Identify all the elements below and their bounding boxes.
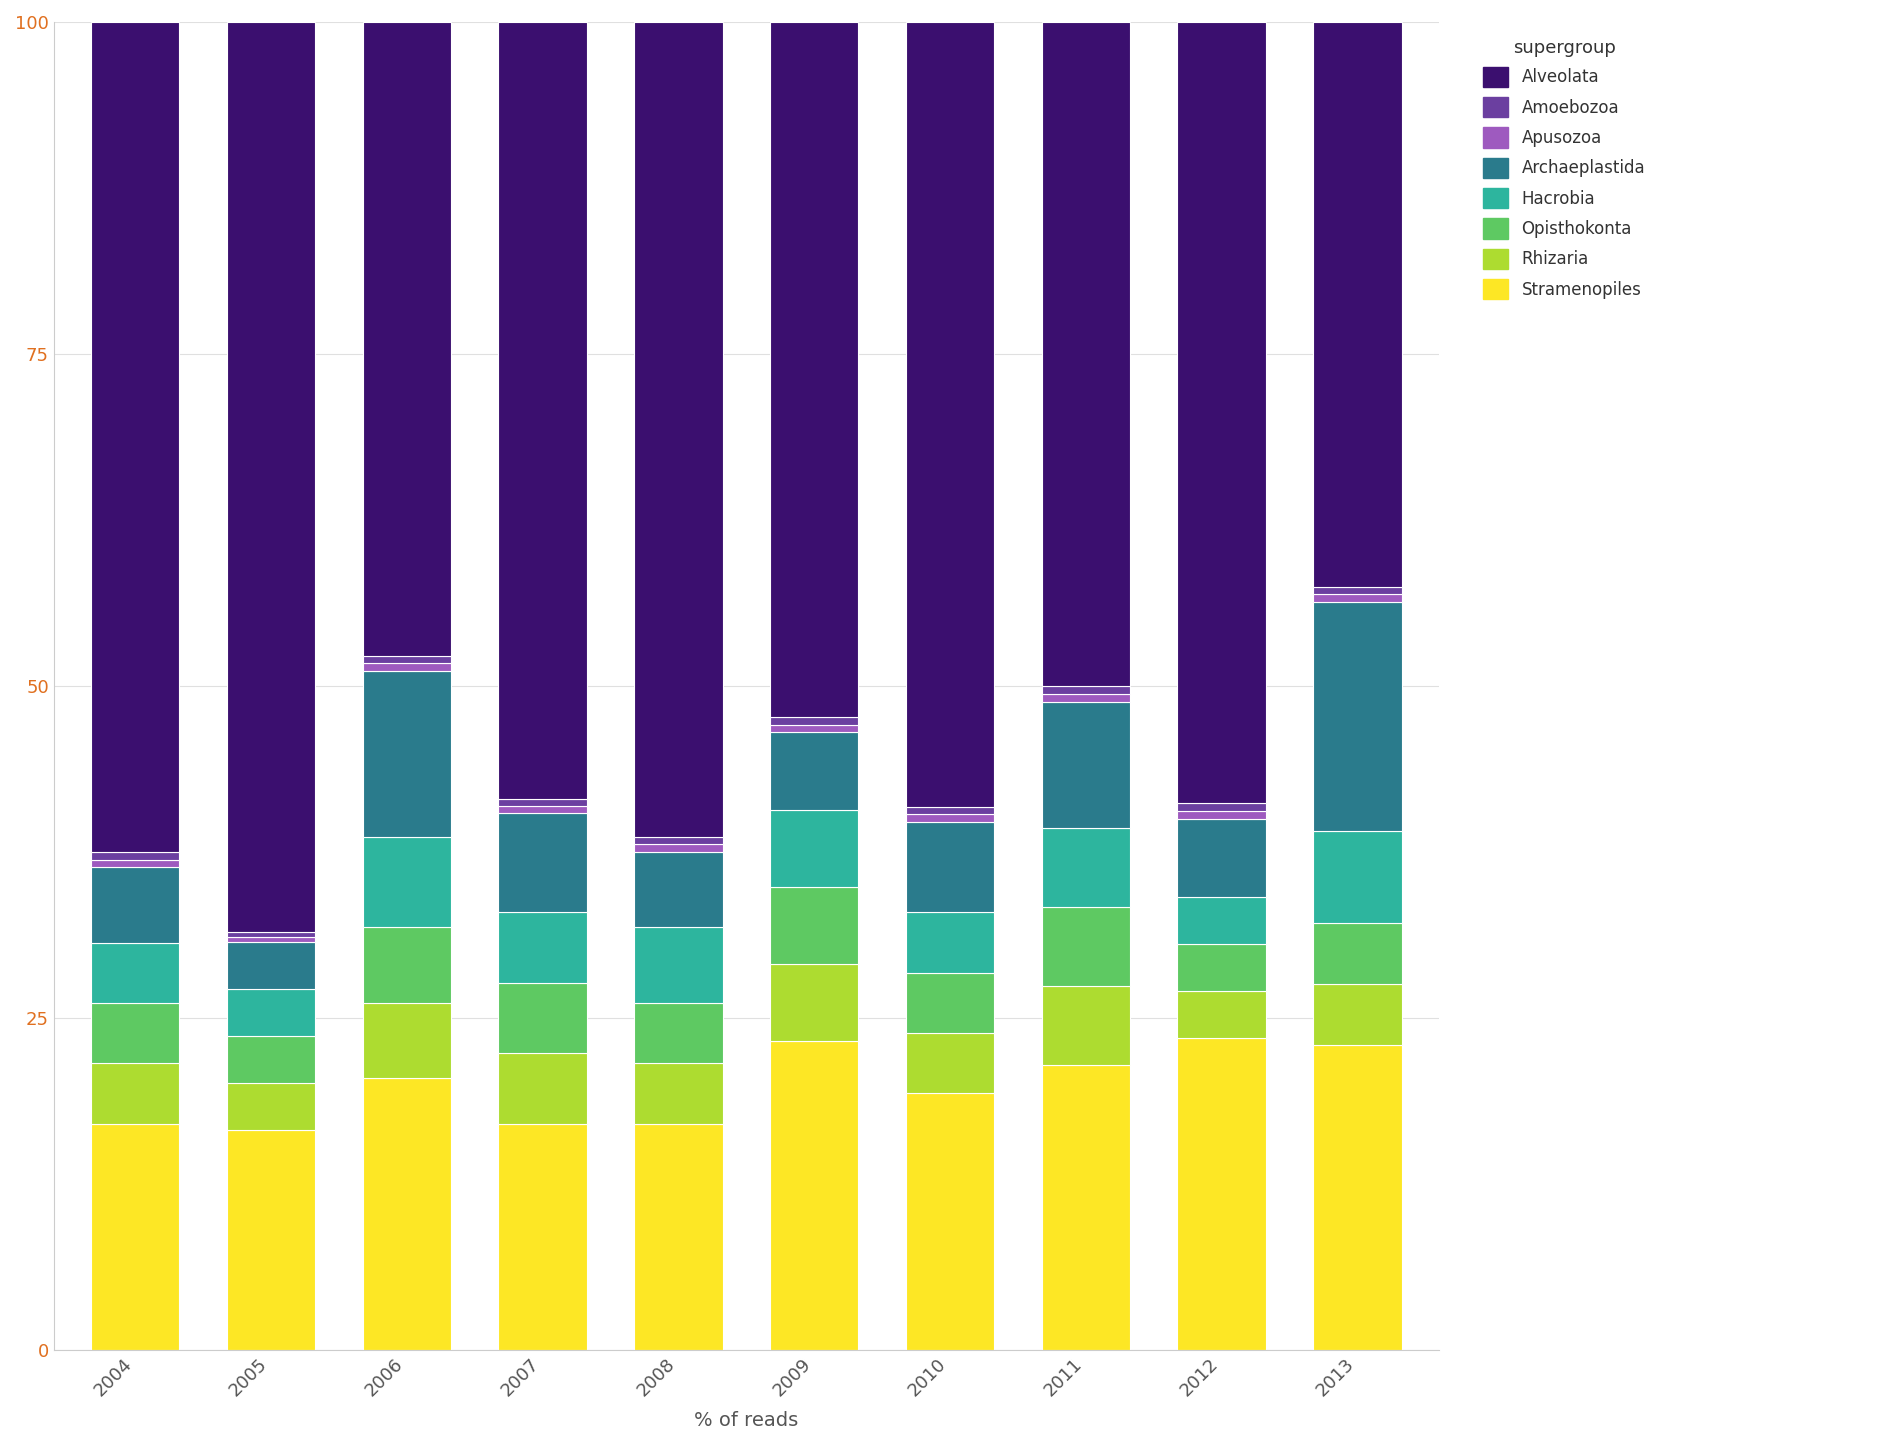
Bar [363, 837, 452, 928]
Bar [771, 1042, 858, 1350]
Bar [905, 912, 995, 972]
Bar [228, 988, 315, 1036]
Bar [905, 815, 995, 822]
Bar [1177, 944, 1266, 991]
Bar [771, 724, 858, 733]
Bar [1177, 819, 1266, 897]
Bar [91, 867, 178, 942]
Bar [228, 1036, 315, 1084]
Bar [228, 938, 315, 942]
Bar [91, 860, 178, 867]
Bar [771, 717, 858, 724]
Bar [634, 1003, 723, 1064]
Bar [771, 809, 858, 887]
Bar [1313, 587, 1401, 594]
Bar [905, 972, 995, 1033]
Bar [1177, 803, 1266, 811]
Bar [771, 733, 858, 809]
Bar [634, 1124, 723, 1350]
Bar [1042, 907, 1129, 987]
Bar [1177, 22, 1266, 803]
Bar [1177, 897, 1266, 944]
Bar [771, 22, 858, 717]
Bar [499, 983, 586, 1053]
Bar [1177, 811, 1266, 819]
Bar [363, 1078, 452, 1350]
Bar [1177, 991, 1266, 1038]
Bar [1313, 984, 1401, 1045]
Bar [905, 822, 995, 912]
Bar [905, 1033, 995, 1094]
Bar [1042, 22, 1129, 686]
Bar [1042, 828, 1129, 907]
Bar [363, 1003, 452, 1078]
Bar [499, 1053, 586, 1124]
Bar [499, 1124, 586, 1350]
Bar [634, 22, 723, 837]
Bar [228, 942, 315, 988]
Bar [905, 22, 995, 806]
Bar [634, 853, 723, 928]
Bar [499, 806, 586, 814]
X-axis label: % of reads: % of reads [695, 1410, 799, 1431]
Bar [91, 1124, 178, 1350]
Bar [228, 1084, 315, 1130]
Bar [363, 656, 452, 663]
Bar [771, 887, 858, 964]
Bar [499, 22, 586, 799]
Bar [1313, 922, 1401, 984]
Bar [1042, 694, 1129, 702]
Bar [91, 22, 178, 853]
Bar [1042, 702, 1129, 828]
Bar [1313, 831, 1401, 922]
Bar [91, 1003, 178, 1064]
Bar [905, 806, 995, 815]
Bar [363, 663, 452, 670]
Bar [91, 942, 178, 1003]
Bar [1177, 1038, 1266, 1350]
Bar [91, 853, 178, 860]
Bar [363, 22, 452, 656]
Bar [228, 1130, 315, 1350]
Bar [1313, 22, 1401, 587]
Bar [499, 814, 586, 912]
Bar [905, 1094, 995, 1350]
Bar [1042, 987, 1129, 1065]
Bar [363, 670, 452, 837]
Bar [228, 22, 315, 932]
Bar [634, 1064, 723, 1124]
Bar [1313, 603, 1401, 831]
Bar [771, 964, 858, 1042]
Bar [634, 837, 723, 844]
Bar [1313, 594, 1401, 603]
Bar [1042, 1065, 1129, 1350]
Legend: Alveolata, Amoebozoa, Apusozoa, Archaeplastida, Hacrobia, Opisthokonta, Rhizaria: Alveolata, Amoebozoa, Apusozoa, Archaepl… [1475, 30, 1653, 308]
Bar [91, 1064, 178, 1124]
Bar [1313, 1045, 1401, 1350]
Bar [499, 799, 586, 806]
Bar [228, 932, 315, 938]
Bar [1042, 686, 1129, 694]
Bar [363, 928, 452, 1003]
Bar [634, 928, 723, 1003]
Bar [499, 912, 586, 983]
Bar [634, 844, 723, 853]
